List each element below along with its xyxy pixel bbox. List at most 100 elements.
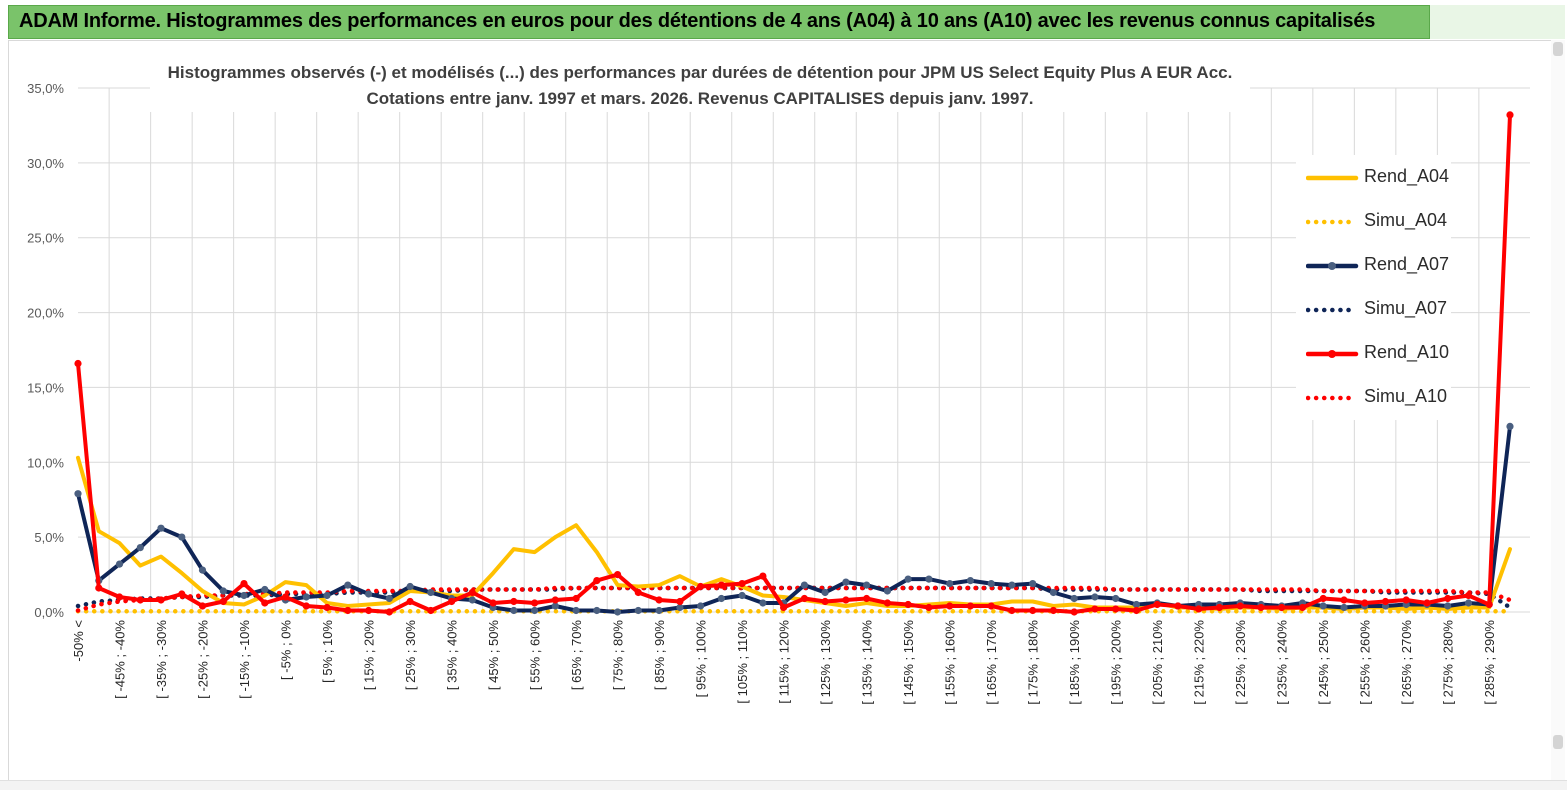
x-tick-label: [ 245% ; 250% xyxy=(1316,620,1331,705)
point-rend-a10 xyxy=(74,359,82,368)
point-rend-a07 xyxy=(531,606,539,615)
point-rend-a07 xyxy=(219,587,227,595)
point-rend-a10 xyxy=(302,602,310,610)
point-rend-a10 xyxy=(344,606,352,615)
point-rend-a10 xyxy=(385,608,393,616)
point-rend-a10 xyxy=(593,577,601,585)
x-tick-label: [ 265% ; 270% xyxy=(1399,620,1414,705)
point-rend-a10 xyxy=(365,606,373,615)
point-rend-a07 xyxy=(883,587,892,595)
series-line-rend-a07 xyxy=(76,424,1512,614)
x-tick-label: [ 35% ; 40% xyxy=(445,620,460,691)
horizontal-scrollbar[interactable] xyxy=(0,780,1567,790)
point-rend-a10 xyxy=(987,602,995,610)
point-rend-a07 xyxy=(427,588,435,597)
point-rend-a07 xyxy=(593,606,601,615)
axes: 0,0% 5,0% 10,0% 15,0% 20,0% 25,0% 30,0% 35,0% -5… xyxy=(27,81,1497,705)
point-rend-a10 xyxy=(1195,605,1203,613)
point-rend-a07 xyxy=(987,580,995,588)
y-tick-label: 5,0% xyxy=(34,530,64,545)
series-line-rend-a04 xyxy=(76,455,1512,611)
scroll-down-handle[interactable] xyxy=(1553,735,1563,749)
point-rend-a10 xyxy=(1340,596,1348,604)
point-rend-a10 xyxy=(614,571,622,579)
x-tick-label: [ 285% ; 290% xyxy=(1482,620,1497,705)
point-rend-a10 xyxy=(1381,597,1390,606)
point-rend-a07 xyxy=(1091,593,1099,601)
x-tick-label: [ 185% ; 190% xyxy=(1067,620,1082,705)
vertical-scrollbar[interactable] xyxy=(1551,40,1565,782)
point-rend-a10 xyxy=(1215,603,1223,612)
legend-item-simu-a04: Simu_A04 xyxy=(1306,207,1456,237)
legend-label-simu-a10: Simu_A10 xyxy=(1364,386,1448,406)
legend-label-rend-a04: Rend_A04 xyxy=(1364,166,1450,186)
legend-swatch-simu-a04 xyxy=(1306,219,1359,225)
point-rend-a07 xyxy=(385,594,393,603)
point-rend-a10 xyxy=(1464,591,1473,600)
legend-item-simu-a10: Simu_A10 xyxy=(1306,383,1456,413)
x-tick-label: [ 75% ; 80% xyxy=(611,620,626,691)
point-rend-a10 xyxy=(448,597,456,606)
x-tick-label: [ 215% ; 220% xyxy=(1192,620,1207,705)
point-rend-a07 xyxy=(178,533,186,541)
point-rend-a10 xyxy=(136,596,144,604)
y-tick-label: 20,0% xyxy=(27,306,64,321)
point-rend-a10 xyxy=(883,599,892,607)
legend-label-rend-a10: Rend_A10 xyxy=(1364,342,1450,362)
point-rend-a07 xyxy=(344,581,352,589)
title-banner: ADAM Informe. Histogrammes des performan… xyxy=(8,5,1430,39)
point-rend-a07 xyxy=(800,581,809,589)
point-rend-a10 xyxy=(261,599,269,607)
point-rend-a10 xyxy=(1485,600,1493,609)
point-rend-a10 xyxy=(1070,608,1078,616)
point-rend-a10 xyxy=(1506,111,1514,119)
legend-item-simu-a07: Simu_A07 xyxy=(1306,295,1456,325)
x-tick-label: [ 175% ; 180% xyxy=(1026,620,1041,705)
point-rend-a10 xyxy=(655,596,663,604)
point-rend-a10 xyxy=(281,593,290,601)
point-rend-a07 xyxy=(1070,594,1078,603)
point-rend-a10 xyxy=(697,582,705,591)
y-tick-label: 0,0% xyxy=(34,605,64,620)
point-rend-a10 xyxy=(717,581,726,589)
point-rend-a10 xyxy=(1361,599,1369,607)
point-rend-a10 xyxy=(178,590,186,598)
series-lines xyxy=(74,111,1514,616)
point-rend-a10 xyxy=(1174,602,1182,610)
x-tick-label: [ -35% ; -30% xyxy=(154,620,169,699)
point-rend-a07 xyxy=(136,544,144,552)
y-tick-label: 35,0% xyxy=(27,81,64,96)
scroll-up-handle[interactable] xyxy=(1553,42,1563,56)
point-rend-a07 xyxy=(74,490,82,498)
x-tick-label: [ 165% ; 170% xyxy=(984,620,999,705)
point-rend-a07 xyxy=(365,590,373,598)
y-tick-label: 15,0% xyxy=(27,380,64,395)
point-rend-a07 xyxy=(1340,603,1348,612)
y-tick-label: 10,0% xyxy=(27,455,64,470)
legend-swatch-simu-a10 xyxy=(1306,395,1359,401)
point-rend-a07 xyxy=(510,606,518,615)
point-rend-a10 xyxy=(904,600,912,609)
x-tick-label: [ -45% ; -40% xyxy=(113,620,128,699)
point-rend-a07 xyxy=(1112,594,1120,603)
x-tick-label: [ 115% ; 120% xyxy=(777,620,792,704)
point-rend-a10 xyxy=(738,580,746,588)
x-tick-label: [ 235% ; 240% xyxy=(1275,620,1290,705)
point-rend-a07 xyxy=(302,593,310,601)
point-rend-a07 xyxy=(946,580,954,588)
chart-title-line-1: Histogrammes observés (-) et modélisés (… xyxy=(167,63,1233,82)
point-rend-a10 xyxy=(946,602,954,610)
point-rend-a10 xyxy=(1278,603,1286,612)
point-rend-a10 xyxy=(198,602,207,610)
point-rend-a10 xyxy=(489,599,497,607)
legend-label-simu-a07: Simu_A07 xyxy=(1364,298,1448,318)
x-tick-label: [ 105% ; 110% xyxy=(735,620,750,704)
point-rend-a10 xyxy=(1153,600,1161,609)
point-rend-a07 xyxy=(261,585,269,594)
point-rend-a10 xyxy=(1298,603,1307,612)
x-tick-label: [ 125% ; 130% xyxy=(818,620,833,705)
legend-swatch-rend-a07 xyxy=(1306,262,1359,270)
legend-label-rend-a07: Rend_A07 xyxy=(1364,254,1450,274)
legend-swatch-rend-a04 xyxy=(1306,175,1359,181)
point-rend-a10 xyxy=(842,596,850,604)
